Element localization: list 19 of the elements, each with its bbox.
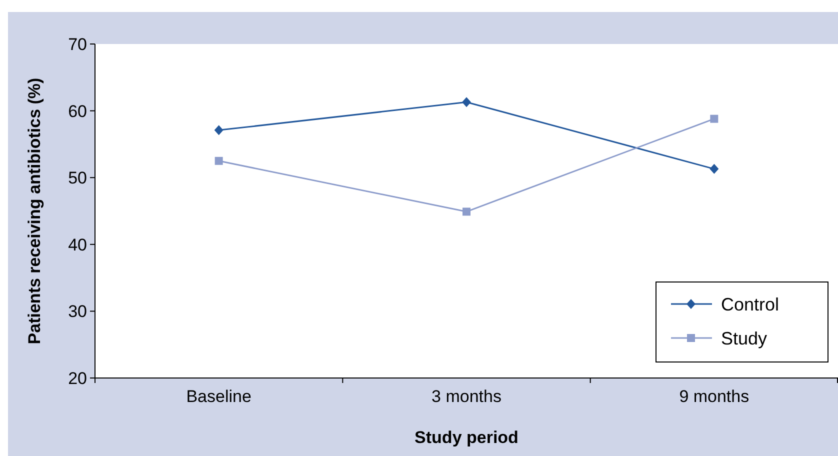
x-tick-label: 9 months — [679, 387, 750, 406]
x-tick-label: Baseline — [186, 387, 252, 406]
point — [710, 114, 718, 123]
y-tick-label: 50 — [68, 168, 87, 188]
y-tick-label: 60 — [68, 102, 87, 121]
point — [462, 97, 471, 108]
point — [710, 164, 719, 174]
y-axis-title: Patients receiving antibiotics (%) — [25, 78, 44, 344]
legend-label: Control — [721, 294, 780, 314]
point — [214, 125, 224, 136]
y-tick-label: 70 — [68, 34, 87, 54]
y-tick-label: 20 — [68, 368, 87, 388]
y-tick-label: 30 — [68, 302, 87, 322]
x-tick-label: 3 months — [432, 387, 502, 406]
y-tick-label: 40 — [68, 235, 87, 254]
point — [462, 208, 470, 216]
point — [214, 156, 223, 165]
legend-label: Study — [721, 328, 768, 348]
x-axis-title: Study period — [414, 428, 518, 447]
